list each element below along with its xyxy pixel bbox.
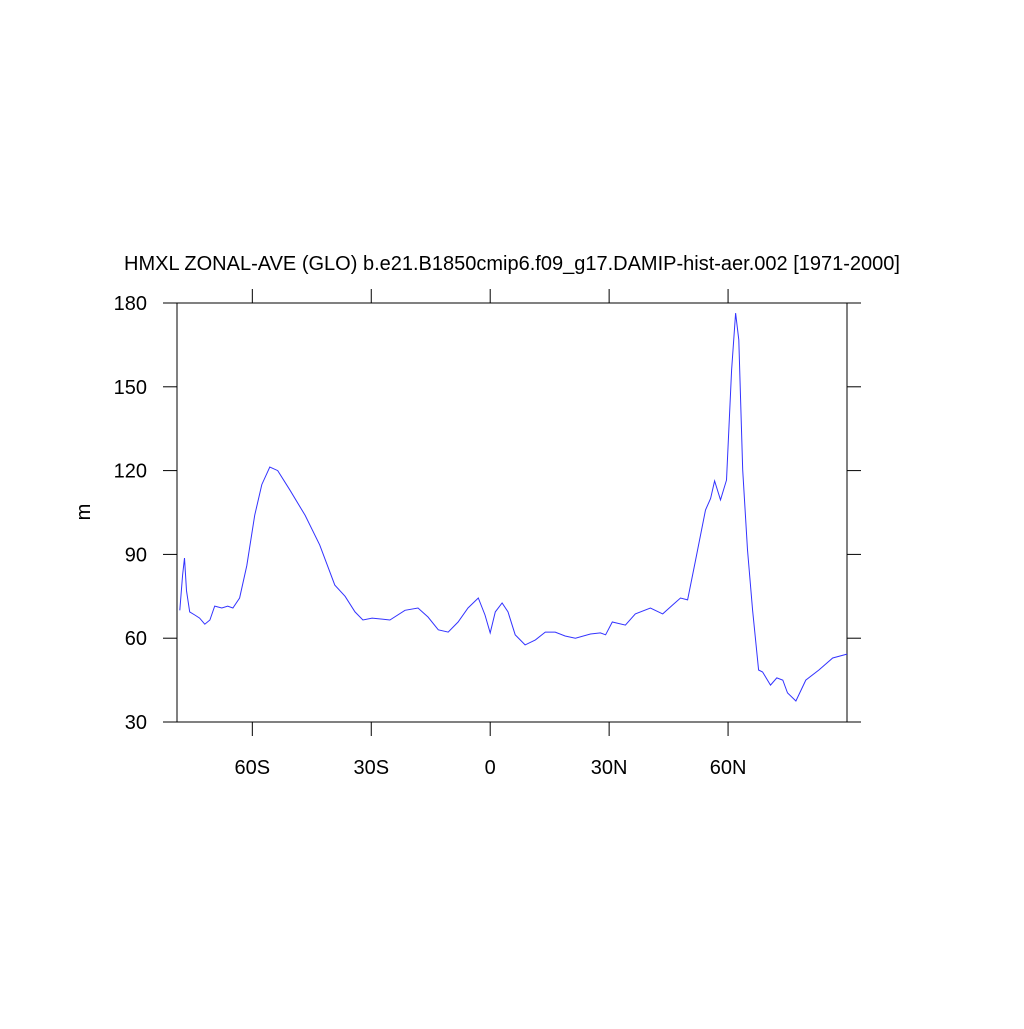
x-tick-label: 60N xyxy=(710,757,747,779)
y-axis-label: m xyxy=(73,504,95,521)
chart-title: HMXL ZONAL-AVE (GLO) b.e21.B1850cmip6.f0… xyxy=(124,253,900,275)
y-tick-label: 120 xyxy=(114,461,147,483)
x-tick-label: 30S xyxy=(353,757,389,779)
y-tick-label: 150 xyxy=(114,377,147,399)
y-tick-label: 90 xyxy=(125,544,147,566)
x-tick-label: 30N xyxy=(591,757,628,779)
y-tick-label: 180 xyxy=(114,293,147,315)
x-tick-label: 60S xyxy=(235,757,271,779)
x-tick-label: 0 xyxy=(485,757,496,779)
y-tick-label: 30 xyxy=(125,712,147,734)
data-line xyxy=(179,313,848,702)
plot-frame xyxy=(176,302,848,723)
y-tick-label: 60 xyxy=(125,628,147,650)
